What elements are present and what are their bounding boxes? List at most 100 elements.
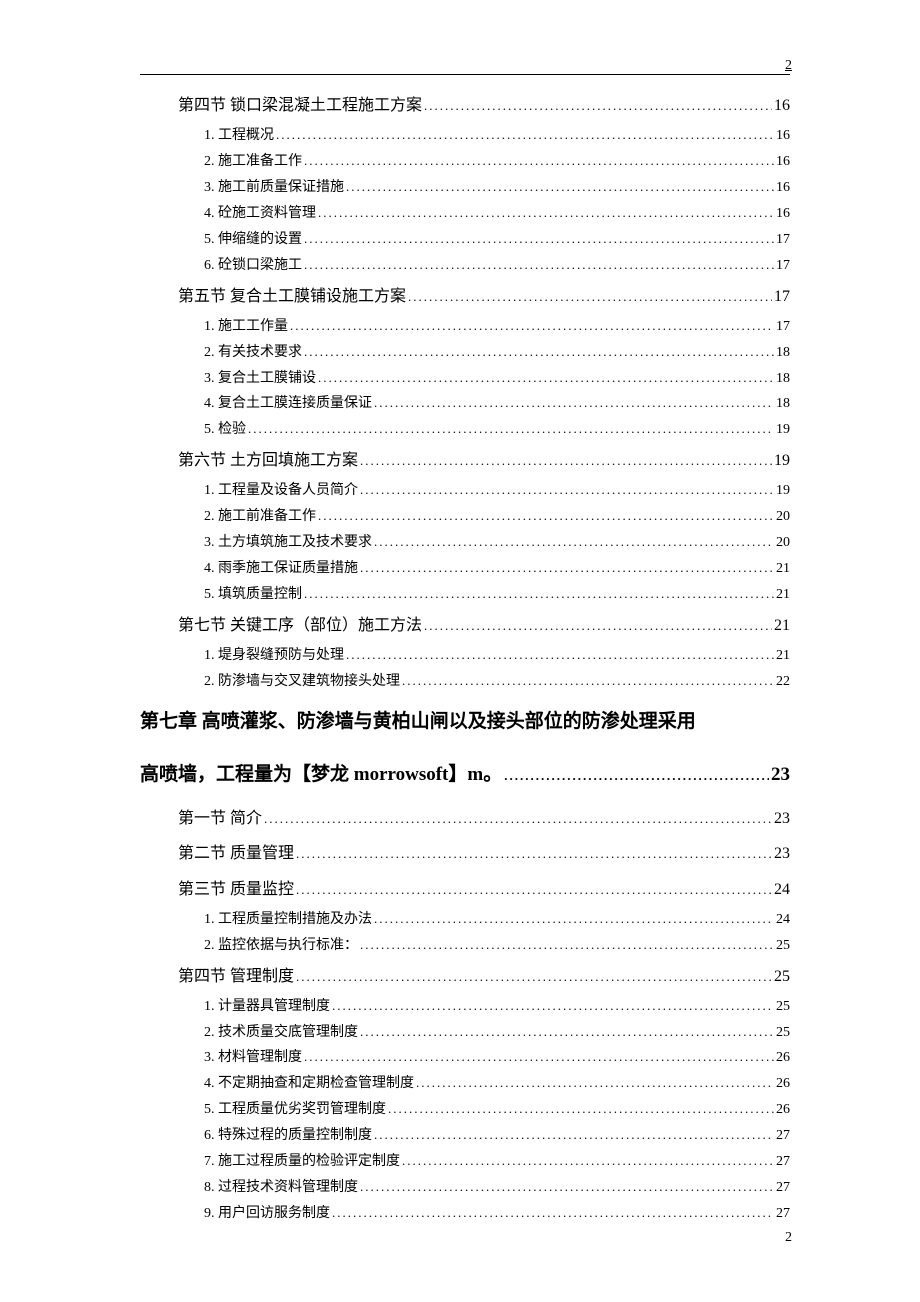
toc-entry: 2. 施工准备工作 16 xyxy=(204,149,790,175)
toc-page-number: 19 xyxy=(776,478,790,504)
toc-dots xyxy=(402,1149,774,1173)
toc-entry: 2. 有关技术要求18 xyxy=(204,340,790,366)
toc-dots xyxy=(318,504,774,528)
chapter-heading-line1: 第七章 高喷灌浆、防渗墙与黄柏山闸以及接头部位的防渗处理采用 xyxy=(140,695,790,748)
toc-page-number: 26 xyxy=(776,1071,790,1097)
toc-page-number: 25 xyxy=(776,994,790,1020)
toc-entry: 第七节 关键工序（部位）施工方法21 xyxy=(178,608,790,643)
toc-dots xyxy=(296,963,772,992)
chapter-title-line2: 高喷墙，工程量为【梦龙 morrowsoft】m。 xyxy=(140,748,502,801)
toc-page-number: 23 xyxy=(774,801,790,836)
toc-page-number: 16 xyxy=(776,123,790,149)
toc-dots xyxy=(304,1045,774,1069)
page-number-bottom: 2 xyxy=(785,1230,792,1246)
toc-entry: 3. 复合土工膜铺设 18 xyxy=(204,366,790,392)
toc-page-number: 17 xyxy=(774,279,790,314)
toc-page-number: 19 xyxy=(776,417,790,443)
toc-entry: 第一节 简介 23 xyxy=(178,801,790,836)
toc-title: 2. 监控依据与执行标准： xyxy=(204,933,358,959)
toc-dots xyxy=(360,447,772,476)
toc-entry: 2. 防渗墙与交叉建筑物接头处理22 xyxy=(204,669,790,695)
toc-entry: 1. 工程质量控制措施及办法24 xyxy=(204,907,790,933)
toc-entry: 7. 施工过程质量的检验评定制度27 xyxy=(204,1149,790,1175)
toc-entry: 第五节 复合土工膜铺设施工方案 17 xyxy=(178,279,790,314)
toc-title: 第一节 简介 xyxy=(178,801,262,836)
toc-page-number: 18 xyxy=(776,366,790,392)
toc-entry: 5. 检验 19 xyxy=(204,417,790,443)
toc-dots xyxy=(248,417,774,441)
toc-entry: 4. 砼施工资料管理16 xyxy=(204,201,790,227)
chapter-title-line1: 第七章 高喷灌浆、防渗墙与黄柏山闸以及接头部位的防渗处理采用 xyxy=(140,695,696,748)
toc-entry: 5. 伸缩缝的设置 17 xyxy=(204,227,790,253)
header-divider xyxy=(140,74,790,75)
toc-dots xyxy=(304,340,774,364)
toc-dots xyxy=(360,933,774,957)
toc-dots xyxy=(318,201,774,225)
toc-title: 4. 不定期抽查和定期检查管理制度 xyxy=(204,1071,414,1097)
toc-title: 4. 复合土工膜连接质量保证 xyxy=(204,391,372,417)
toc-dots xyxy=(504,758,769,794)
toc-page-number: 17 xyxy=(776,227,790,253)
toc-page-number: 21 xyxy=(776,556,790,582)
toc-page-number: 21 xyxy=(776,643,790,669)
toc-dots xyxy=(424,92,772,121)
toc-dots xyxy=(360,478,774,502)
toc-title: 第四节 锁口梁混凝土工程施工方案 xyxy=(178,88,422,123)
toc-title: 6. 特殊过程的质量控制制度 xyxy=(204,1123,372,1149)
toc-dots xyxy=(346,643,774,667)
toc-entry: 4. 雨季施工保证质量措施21 xyxy=(204,556,790,582)
toc-page-number: 27 xyxy=(776,1123,790,1149)
toc-dots xyxy=(332,994,774,1018)
toc-title: 7. 施工过程质量的检验评定制度 xyxy=(204,1149,400,1175)
toc-page-number: 24 xyxy=(774,872,790,907)
toc-title: 第二节 质量管理 xyxy=(178,836,294,871)
toc-dots xyxy=(402,669,774,693)
toc-dots xyxy=(318,366,774,390)
toc-title: 8. 过程技术资料管理制度 xyxy=(204,1175,358,1201)
toc-title: 5. 检验 xyxy=(204,417,246,443)
toc-page-number: 26 xyxy=(776,1097,790,1123)
toc-page-number: 23 xyxy=(774,836,790,871)
toc-page-number: 22 xyxy=(776,669,790,695)
toc-title: 3. 土方填筑施工及技术要求 xyxy=(204,530,372,556)
toc-dots xyxy=(408,283,772,312)
toc-dots xyxy=(304,253,774,277)
toc-entry: 第三节 质量监控24 xyxy=(178,872,790,907)
toc-title: 5. 伸缩缝的设置 xyxy=(204,227,302,253)
toc-dots xyxy=(346,175,774,199)
toc-page-number: 18 xyxy=(776,340,790,366)
toc-title: 2. 施工前准备工作 xyxy=(204,504,316,530)
toc-dots xyxy=(304,227,774,251)
page-number-top: 2 xyxy=(785,58,792,74)
toc-dots xyxy=(374,391,774,415)
toc-title: 第七节 关键工序（部位）施工方法 xyxy=(178,608,422,643)
toc-title: 3. 施工前质量保证措施 xyxy=(204,175,344,201)
toc-entry: 5. 工程质量优劣奖罚管理制度26 xyxy=(204,1097,790,1123)
toc-entry: 2. 技术质量交底管理制度25 xyxy=(204,1020,790,1046)
toc-title: 1. 堤身裂缝预防与处理 xyxy=(204,643,344,669)
toc-title: 第六节 土方回填施工方案 xyxy=(178,443,358,478)
toc-entry: 第二节 质量管理 23 xyxy=(178,836,790,871)
toc-page-number: 16 xyxy=(776,149,790,175)
toc-dots xyxy=(374,1123,774,1147)
toc-dots xyxy=(264,805,772,834)
toc-page-number: 18 xyxy=(776,391,790,417)
toc-page-number: 17 xyxy=(776,314,790,340)
toc-page-number: 16 xyxy=(776,175,790,201)
toc-page-number: 24 xyxy=(776,907,790,933)
toc-dots xyxy=(360,1175,774,1199)
toc-title: 3. 复合土工膜铺设 xyxy=(204,366,316,392)
toc-content: 第四节 锁口梁混凝土工程施工方案161. 工程概况162. 施工准备工作163.… xyxy=(140,88,790,1227)
toc-title: 4. 砼施工资料管理 xyxy=(204,201,316,227)
toc-dots xyxy=(374,530,774,554)
toc-title: 2. 施工准备工作 xyxy=(204,149,302,175)
toc-title: 第五节 复合土工膜铺设施工方案 xyxy=(178,279,406,314)
toc-title: 3. 材料管理制度 xyxy=(204,1045,302,1071)
toc-dots xyxy=(424,612,772,641)
toc-title: 2. 技术质量交底管理制度 xyxy=(204,1020,358,1046)
toc-title: 1. 施工工作量 xyxy=(204,314,288,340)
toc-dots xyxy=(276,123,774,147)
toc-title: 1. 工程量及设备人员简介 xyxy=(204,478,358,504)
toc-page-number: 25 xyxy=(776,933,790,959)
toc-dots xyxy=(360,556,774,580)
